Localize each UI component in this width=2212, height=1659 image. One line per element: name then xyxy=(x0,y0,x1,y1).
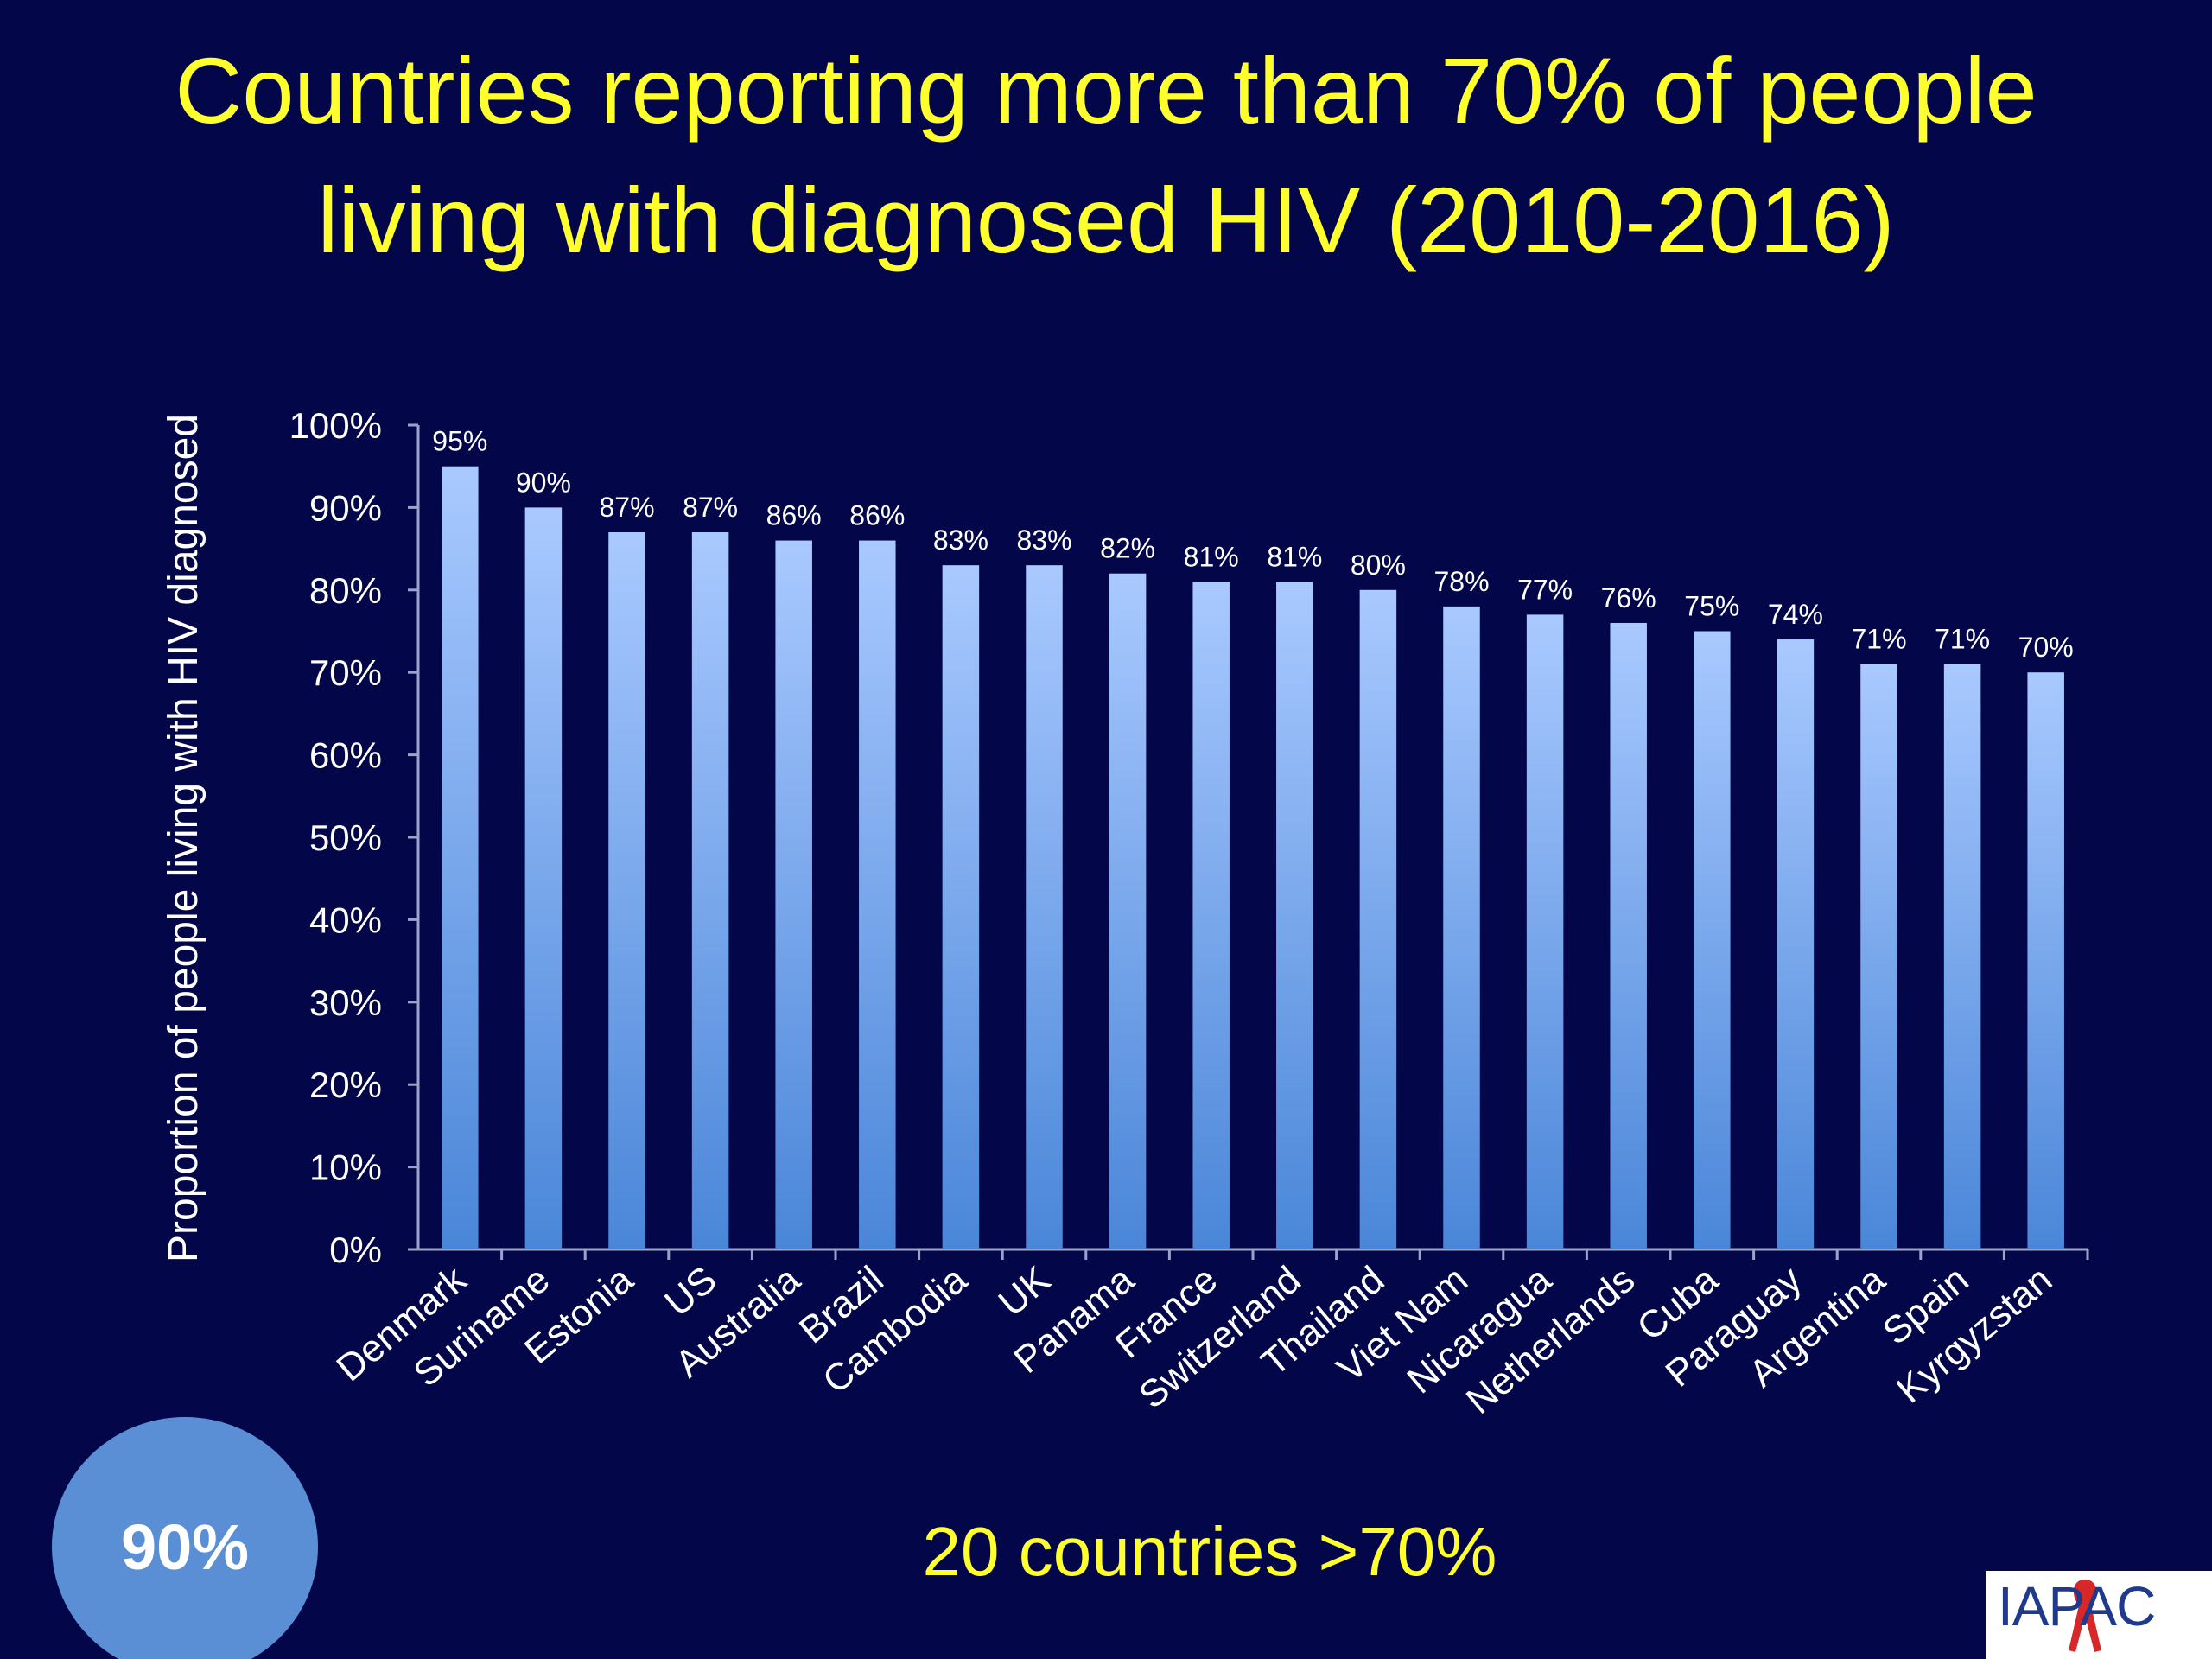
data-label: 78% xyxy=(1433,566,1489,597)
data-label: 76% xyxy=(1601,582,1656,613)
y-tick-label: 0% xyxy=(329,1230,382,1270)
data-label: 87% xyxy=(683,492,738,523)
bar xyxy=(442,466,479,1249)
bar xyxy=(1276,582,1313,1249)
bar-chart: Proportion of people living with HIV dia… xyxy=(161,405,2089,1422)
bar xyxy=(1526,614,1564,1249)
bar xyxy=(1694,631,1731,1249)
bar xyxy=(524,507,563,1249)
chart-title: Countries reporting more than 70% of peo… xyxy=(175,38,2037,272)
data-label: 71% xyxy=(1851,624,1906,655)
bar xyxy=(1610,622,1647,1249)
bar xyxy=(1192,582,1230,1249)
bar xyxy=(1860,664,1897,1249)
y-tick-label: 20% xyxy=(309,1065,382,1105)
iapac-logo: IAPAC xyxy=(1986,1571,2212,1659)
data-label: 90% xyxy=(516,467,571,498)
bar xyxy=(1026,565,1063,1249)
y-tick-label: 40% xyxy=(309,899,382,940)
y-tick-label: 10% xyxy=(309,1147,382,1188)
y-tick-label: 30% xyxy=(309,982,382,1023)
target-bubble: 90% xyxy=(52,1417,318,1659)
data-label: 95% xyxy=(432,426,487,457)
data-label: 81% xyxy=(1184,541,1239,572)
bar xyxy=(859,540,896,1249)
data-label: 83% xyxy=(1016,524,1071,556)
data-label: 83% xyxy=(933,524,988,556)
y-tick-label: 50% xyxy=(309,817,382,858)
bar xyxy=(608,532,645,1249)
bar xyxy=(942,565,980,1249)
y-axis-label: Proportion of people living with HIV dia… xyxy=(161,414,207,1262)
data-label: 77% xyxy=(1517,574,1573,605)
summary-caption: 20 countries >70% xyxy=(922,1513,1497,1590)
ribbon-icon xyxy=(2069,1580,2101,1652)
y-tick-label: 70% xyxy=(309,652,382,693)
bar xyxy=(1943,664,1981,1249)
data-label: 82% xyxy=(1100,533,1155,564)
logo-text: IAPAC xyxy=(1998,1575,2156,1637)
bar xyxy=(1109,573,1147,1249)
data-label: 87% xyxy=(599,492,654,523)
data-label: 86% xyxy=(766,500,822,531)
y-tick-label: 100% xyxy=(289,405,382,446)
data-label: 80% xyxy=(1351,550,1406,581)
bar xyxy=(775,540,812,1249)
bar xyxy=(691,532,729,1249)
bar xyxy=(1359,589,1397,1249)
data-label: 71% xyxy=(1935,624,1990,655)
data-label: 81% xyxy=(1267,541,1322,572)
data-label: 75% xyxy=(1684,591,1739,622)
data-label: 74% xyxy=(1768,599,1823,630)
bubble-label: 90% xyxy=(120,1510,250,1583)
bar xyxy=(2027,672,2064,1249)
data-label: 86% xyxy=(849,500,905,531)
bar xyxy=(1443,606,1480,1249)
y-tick-label: 60% xyxy=(309,735,382,776)
bar xyxy=(1777,639,1815,1249)
y-tick-label: 90% xyxy=(309,487,382,528)
y-tick-label: 80% xyxy=(309,570,382,611)
data-label: 70% xyxy=(2018,632,2074,663)
